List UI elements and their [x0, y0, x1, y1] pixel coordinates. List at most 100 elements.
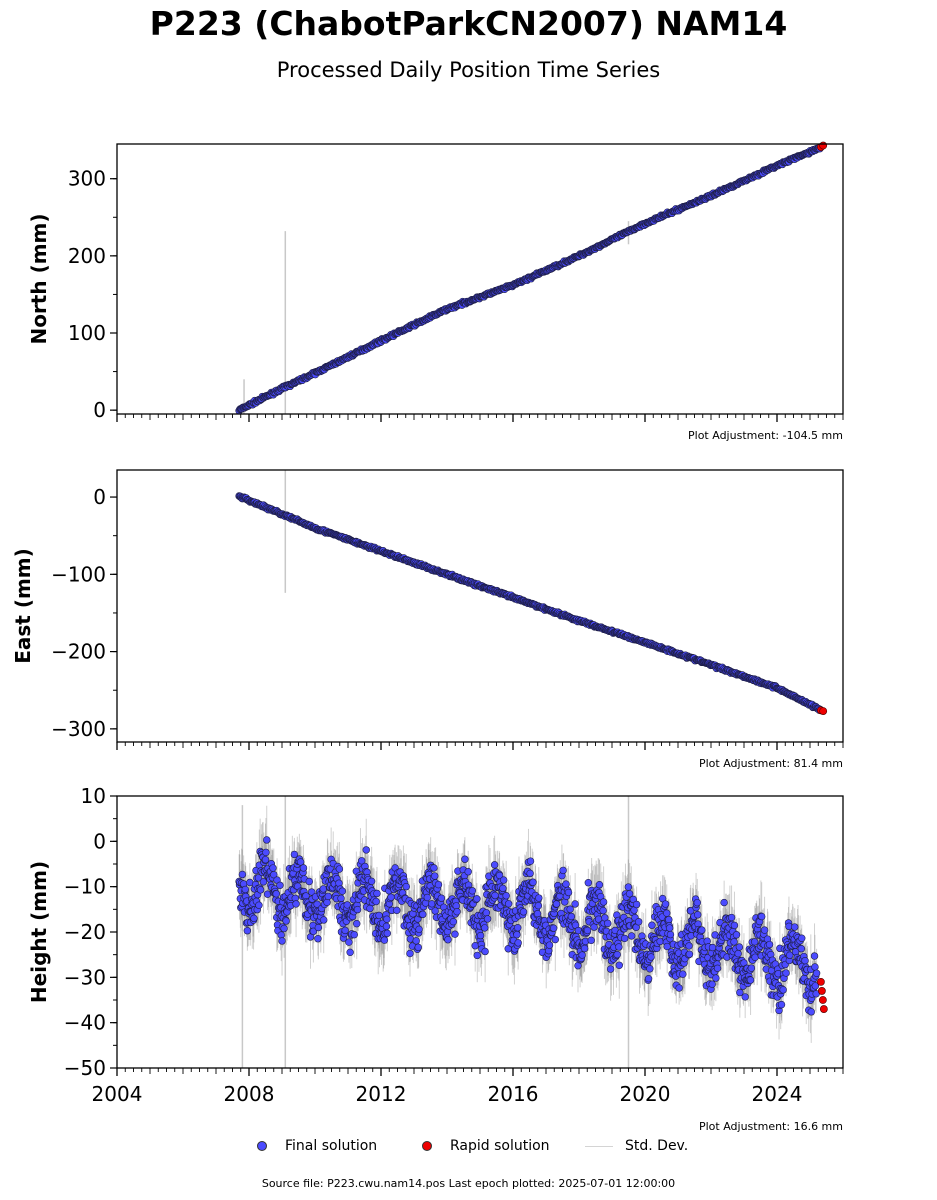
final-point [562, 880, 570, 888]
final-point [373, 889, 381, 898]
y-axis-label: Height (mm) [27, 861, 51, 1003]
final-point [644, 974, 653, 983]
final-point [387, 893, 395, 901]
final-point [324, 892, 332, 901]
final-point [338, 887, 346, 895]
final-point [461, 855, 469, 863]
y-tick-label: 0 [93, 398, 106, 422]
final-point [323, 898, 331, 907]
final-point [481, 924, 489, 932]
final-point [481, 947, 489, 956]
final-point [269, 864, 277, 872]
final-point [757, 912, 766, 921]
final-point [393, 906, 401, 915]
final-point [730, 921, 739, 930]
final-point [735, 943, 744, 951]
final-point [383, 915, 391, 923]
final-point [419, 910, 427, 919]
rapid-point [818, 996, 827, 1004]
x-tick-label: 2016 [488, 1082, 539, 1106]
legend-final-label: Final solution [285, 1138, 378, 1154]
final-point [504, 900, 513, 908]
final-point [807, 1008, 815, 1016]
final-point [280, 924, 288, 933]
final-point [712, 974, 720, 982]
final-point [566, 905, 574, 913]
final-point [751, 953, 759, 961]
final-point [604, 919, 612, 928]
final-point [431, 872, 439, 880]
final-point [453, 907, 461, 916]
legend-rapid-marker [422, 1141, 432, 1151]
final-point [449, 917, 458, 926]
legend-rapid: Rapid solution [422, 1138, 550, 1154]
final-point [476, 931, 485, 940]
final-point [685, 942, 693, 950]
final-point [415, 925, 423, 934]
final-point [241, 885, 249, 894]
x-tick-label: 2024 [752, 1082, 803, 1106]
final-point [320, 916, 328, 924]
final-point [613, 950, 621, 959]
legend-stddev-label: Std. Dev. [625, 1138, 689, 1154]
final-point [337, 894, 345, 903]
final-point [243, 927, 252, 935]
final-point [647, 953, 655, 961]
x-tick-label: 2008 [224, 1082, 275, 1106]
final-point [345, 938, 353, 946]
final-point [694, 911, 702, 919]
final-point [615, 961, 623, 969]
final-point [314, 935, 322, 943]
final-point [791, 923, 799, 931]
final-point [747, 964, 756, 972]
y-tick-label: 300 [68, 167, 106, 191]
final-point [760, 926, 769, 934]
final-solution-points [235, 492, 824, 714]
final-point [372, 897, 380, 906]
final-point [375, 911, 383, 920]
final-point [777, 1000, 786, 1009]
final-point [648, 921, 656, 929]
final-point [732, 931, 741, 939]
final-point [278, 937, 286, 945]
final-point [353, 905, 362, 914]
final-point [564, 888, 573, 897]
final-point [559, 866, 567, 875]
y-tick-label: 0 [93, 829, 106, 853]
final-point [811, 963, 819, 971]
final-point [490, 861, 499, 869]
final-point [238, 870, 247, 879]
final-point [583, 926, 592, 935]
final-point [665, 924, 674, 932]
final-point [305, 877, 313, 886]
final-point [412, 937, 420, 945]
final-point [514, 939, 522, 947]
final-point [551, 935, 560, 944]
final-point [402, 882, 410, 891]
final-point [545, 941, 554, 949]
rapid-point [817, 987, 826, 995]
final-point [698, 926, 706, 934]
final-point [720, 898, 728, 907]
final-point [634, 918, 643, 926]
final-point [599, 906, 607, 915]
final-point [299, 864, 308, 872]
final-point [810, 952, 819, 960]
final-point [708, 943, 717, 952]
final-point [482, 909, 491, 917]
legend-stddev-line [585, 1145, 613, 1147]
final-point [428, 900, 436, 908]
legend-rapid-label: Rapid solution [450, 1138, 550, 1154]
final-point [444, 936, 452, 944]
final-point [367, 877, 376, 886]
final-point [779, 986, 787, 994]
final-point [797, 945, 806, 953]
x-tick-label: 2004 [92, 1082, 143, 1106]
final-point [353, 919, 361, 928]
final-point [765, 940, 774, 949]
final-point [514, 924, 522, 932]
x-tick-label: 2012 [356, 1082, 407, 1106]
final-point [526, 857, 535, 865]
legend: Final solution Rapid solution Std. Dev. [0, 1138, 937, 1158]
y-tick-label: 10 [81, 784, 106, 808]
